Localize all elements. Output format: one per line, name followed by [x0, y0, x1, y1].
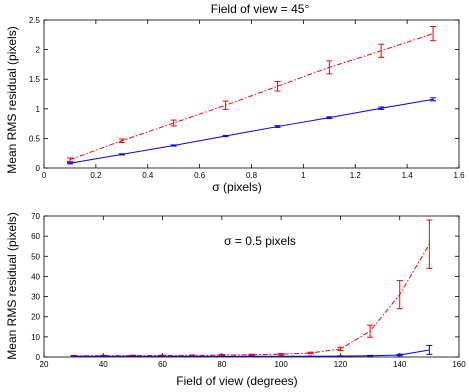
- bottom-x-tick-label: 140: [393, 360, 407, 369]
- top-x-tick-label: 0.2: [90, 171, 102, 180]
- top-series-1-errorbar: [430, 97, 437, 102]
- bottom-x-tick-label: 80: [217, 360, 226, 369]
- top-x-tick-label: 0: [42, 171, 47, 180]
- top-series-0-errorbar: [222, 100, 229, 110]
- top-y-tick-label: 1: [36, 105, 41, 114]
- bottom-series-0-errorbar: [248, 353, 255, 356]
- top-y-tick-label: 0: [36, 164, 41, 173]
- bottom-y-tick-label: 10: [31, 333, 40, 342]
- top-series-0-line: [69, 33, 434, 161]
- bottom-series-0-errorbar: [367, 324, 374, 338]
- bottom-series-0-line: [73, 243, 430, 357]
- top-x-tick-label: 0.6: [194, 171, 206, 180]
- top-series-1-errorbar: [222, 134, 229, 138]
- bottom-series-1-errorbar: [396, 353, 403, 357]
- top-chart-title: Field of view = 45°: [211, 2, 310, 16]
- top-x-tick-label: 0.4: [142, 171, 154, 180]
- bottom-y-tick-label: 70: [31, 212, 40, 221]
- bottom-series-0-errorbar: [307, 351, 314, 355]
- bottom-x-tick-label: 100: [274, 360, 288, 369]
- bottom-y-tick-label: 30: [31, 293, 40, 302]
- bottom-x-tick-label: 160: [452, 360, 466, 369]
- top-y-tick-label: 0.5: [29, 134, 41, 143]
- bottom-y-axis-label: Mean RMS residual (pixels): [5, 212, 19, 359]
- bottom-x-tick-label: 120: [334, 360, 348, 369]
- top-series-0-errorbar: [274, 81, 281, 92]
- top-series-0-errorbar: [170, 119, 177, 127]
- bottom-x-tick-label: 60: [158, 360, 167, 369]
- top-series-0-errorbar: [430, 26, 437, 42]
- chart-top: Field of view = 45° σ (pixels) Mean RMS …: [5, 2, 465, 194]
- top-plot-frame: [43, 19, 460, 169]
- top-x-tick-label: 1.2: [350, 171, 362, 180]
- bottom-series-1-errorbar: [367, 354, 374, 357]
- bottom-y-tick-label: 40: [31, 272, 40, 281]
- chart-bottom: σ = 0.5 pixels Field of view (degrees) M…: [5, 212, 466, 388]
- top-series-1-errorbar: [170, 144, 177, 147]
- bottom-plot-frame: [43, 215, 460, 358]
- top-series-1-errorbar: [378, 106, 385, 110]
- top-x-axis-label: σ (pixels): [212, 180, 261, 194]
- bottom-x-axis-label: Field of view (degrees): [176, 374, 297, 388]
- bottom-y-tick-label: 20: [31, 313, 40, 322]
- top-x-tick-label: 1.4: [402, 171, 414, 180]
- top-series-1-errorbar: [274, 125, 281, 128]
- bottom-series-0-errorbar: [426, 219, 433, 269]
- top-series-1-line: [69, 98, 434, 164]
- top-y-tick-label: 2.5: [29, 16, 41, 25]
- bottom-series-0-errorbar: [337, 346, 344, 352]
- top-series-0-errorbar: [118, 138, 125, 144]
- bottom-series-1-errorbar: [426, 345, 433, 355]
- top-series-1-errorbar: [118, 153, 125, 156]
- bottom-y-tick-label: 50: [31, 252, 40, 261]
- top-x-tick-label: 1: [301, 171, 306, 180]
- top-series-1-errorbar: [66, 162, 73, 165]
- bottom-series-0-errorbar: [396, 279, 403, 310]
- top-y-tick-label: 2: [36, 46, 41, 55]
- bottom-y-tick-label: 0: [36, 353, 41, 362]
- bottom-x-tick-label: 20: [40, 360, 49, 369]
- top-y-tick-label: 1.5: [29, 75, 41, 84]
- top-x-tick-label: 0.8: [246, 171, 258, 180]
- top-series-0-errorbar: [326, 60, 333, 75]
- bottom-series-0-errorbar: [278, 353, 285, 356]
- top-series-1-errorbar: [326, 116, 333, 120]
- bottom-x-tick-label: 40: [99, 360, 108, 369]
- top-series-0-errorbar: [66, 157, 73, 162]
- top-y-axis-label: Mean RMS residual (pixels): [5, 26, 19, 173]
- bottom-chart-title: σ = 0.5 pixels: [224, 234, 296, 248]
- top-x-tick-label: 1.6: [453, 171, 465, 180]
- bottom-y-tick-label: 60: [31, 232, 40, 241]
- top-series-0-errorbar: [378, 43, 385, 58]
